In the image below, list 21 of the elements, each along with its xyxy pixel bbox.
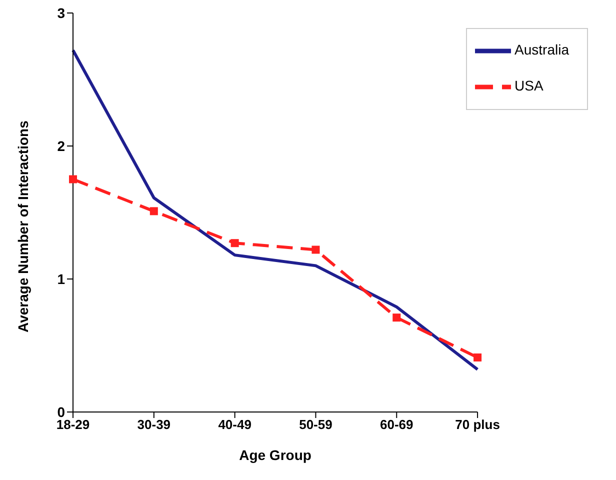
y-tick-label: 1	[57, 270, 66, 287]
x-tick-label: 60-69	[380, 417, 414, 432]
x-axis-title: Age Group	[239, 447, 312, 463]
legend-label: Australia	[514, 42, 569, 58]
x-tick-label: 70 plus	[455, 417, 500, 432]
point	[312, 246, 320, 254]
y-tick-label: 0	[57, 404, 66, 420]
y-tick-label: 2	[57, 138, 66, 154]
point	[69, 175, 77, 184]
point	[392, 314, 401, 322]
x-tick-label: 30-39	[137, 417, 171, 432]
point	[474, 353, 482, 362]
y-tick-label: 3	[57, 4, 66, 21]
x-tick-label: 40-49	[218, 417, 252, 432]
line-series	[72, 48, 480, 371]
point	[150, 207, 158, 216]
point	[230, 239, 239, 248]
x-tick-label: 18-29	[56, 417, 90, 432]
legend-label: USA	[514, 78, 544, 94]
x-tick-label: 50-59	[299, 417, 332, 432]
y-axis-title: Average Number of Interactions	[14, 120, 31, 332]
